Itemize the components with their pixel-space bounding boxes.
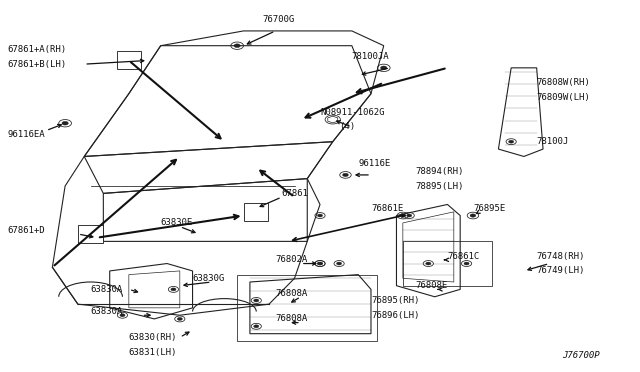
- Text: 76808E: 76808E: [415, 281, 448, 290]
- Text: 63830(RH): 63830(RH): [129, 333, 177, 342]
- Text: J76700P: J76700P: [562, 351, 600, 360]
- Circle shape: [171, 288, 176, 291]
- Text: 76748(RH): 76748(RH): [537, 251, 585, 261]
- Text: 76896(LH): 76896(LH): [371, 311, 419, 320]
- Circle shape: [317, 262, 323, 265]
- Text: 76861E: 76861E: [371, 203, 403, 213]
- Circle shape: [120, 314, 125, 317]
- Text: 78894(RH): 78894(RH): [415, 167, 464, 176]
- Text: 63830A: 63830A: [91, 285, 123, 294]
- Text: 76861C: 76861C: [447, 251, 480, 261]
- Circle shape: [464, 262, 469, 265]
- Text: 76808A: 76808A: [275, 289, 308, 298]
- Circle shape: [381, 66, 387, 70]
- Text: 76700G: 76700G: [262, 15, 295, 24]
- Bar: [237, 275, 378, 341]
- Text: 96116EA: 96116EA: [8, 130, 45, 139]
- Text: 96116E: 96116E: [358, 159, 390, 169]
- Text: 67861: 67861: [282, 189, 308, 198]
- FancyBboxPatch shape: [244, 203, 268, 221]
- Text: N08911-1062G: N08911-1062G: [320, 108, 385, 117]
- Text: 76809W(LH): 76809W(LH): [537, 93, 591, 102]
- Text: 67861+B(LH): 67861+B(LH): [8, 60, 67, 69]
- Text: 76895(RH): 76895(RH): [371, 296, 419, 305]
- Circle shape: [400, 214, 406, 217]
- Text: 67861+D: 67861+D: [8, 226, 45, 235]
- Text: 76808A: 76808A: [275, 314, 308, 323]
- Text: 67861+A(RH): 67861+A(RH): [8, 45, 67, 54]
- Text: 76749(LH): 76749(LH): [537, 266, 585, 275]
- Circle shape: [177, 317, 182, 320]
- Circle shape: [342, 173, 348, 177]
- Circle shape: [234, 44, 241, 48]
- Text: (4): (4): [339, 122, 355, 131]
- Text: 78895(LH): 78895(LH): [415, 182, 464, 190]
- Text: 76808W(RH): 76808W(RH): [537, 78, 591, 87]
- Text: 76895E: 76895E: [473, 203, 505, 213]
- Text: 63831(LH): 63831(LH): [129, 348, 177, 357]
- Bar: [403, 241, 492, 286]
- Circle shape: [406, 214, 412, 217]
- Text: 63830E: 63830E: [161, 218, 193, 227]
- FancyBboxPatch shape: [116, 51, 141, 70]
- Circle shape: [253, 325, 259, 328]
- Circle shape: [62, 121, 68, 125]
- Circle shape: [253, 299, 259, 302]
- Text: 63830A: 63830A: [91, 307, 123, 316]
- Text: 78100J: 78100J: [537, 137, 569, 146]
- Circle shape: [470, 214, 476, 217]
- Circle shape: [509, 140, 514, 143]
- Circle shape: [317, 214, 323, 217]
- Circle shape: [337, 262, 342, 265]
- Text: 63830G: 63830G: [193, 274, 225, 283]
- Circle shape: [317, 262, 323, 265]
- Circle shape: [426, 262, 431, 265]
- FancyBboxPatch shape: [79, 225, 102, 243]
- Text: 78100JA: 78100JA: [352, 52, 390, 61]
- Text: 76802A: 76802A: [275, 255, 308, 264]
